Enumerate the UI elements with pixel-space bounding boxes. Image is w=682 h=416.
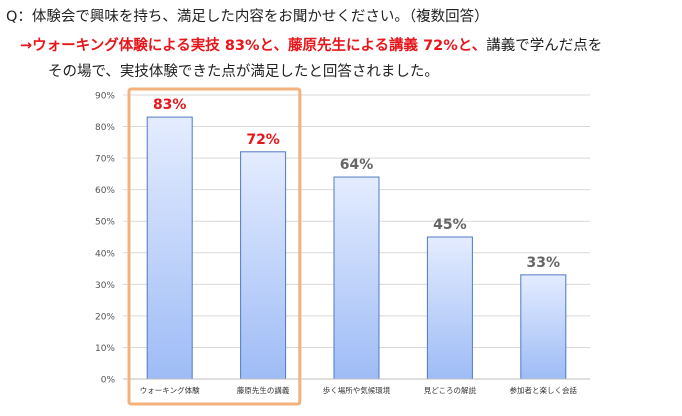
y-tick-label: 50%: [95, 218, 115, 228]
x-tick-label: 歩く場所や気候環境: [323, 385, 391, 395]
x-tick-label: 藤原先生の講義: [237, 385, 290, 395]
answer-line-2: その場で、実技体験できた点が満足したと回答されました。: [48, 64, 439, 80]
highlight-box: [127, 87, 302, 406]
y-tick-label: 30%: [95, 281, 115, 291]
y-tick-label: 40%: [95, 249, 115, 259]
data-label: 64%: [340, 157, 374, 173]
bar: [240, 151, 287, 380]
y-tick-label: 20%: [95, 312, 115, 322]
answer-arrow: →: [20, 38, 33, 54]
y-tick-label: 0%: [101, 376, 116, 386]
data-label: 45%: [433, 217, 467, 233]
answer-text: 講義で学んだ点を: [486, 38, 603, 54]
bar: [333, 176, 380, 380]
answer-line: →ウォーキング体験による実技 83%と、藤原先生による講義 72%と、講義で学ん…: [20, 34, 602, 55]
data-label: 72%: [246, 132, 280, 148]
answer-highlight-lecture: 藤原先生による講義 72%と、: [287, 38, 487, 54]
y-tick-label: 10%: [95, 344, 115, 354]
y-tick-label: 90%: [95, 92, 115, 102]
bar: [146, 116, 193, 380]
x-tick-label: 参加者と楽しく会話: [510, 385, 578, 395]
x-tick-label: ウォーキング体験: [140, 385, 200, 395]
answer-highlight-walking: ウォーキング体験による実技 83%と、: [32, 38, 288, 54]
data-label: 83%: [153, 97, 187, 113]
bar: [520, 274, 567, 380]
y-tick-label: 60%: [95, 186, 115, 196]
question-text: Q：体験会で興味を持ち、満足した内容をお聞かせください。（複数回答）: [6, 9, 489, 25]
data-label: 33%: [527, 255, 561, 271]
x-tick-label: 見どころの解説: [424, 385, 477, 395]
y-tick-label: 70%: [95, 155, 115, 165]
y-tick-label: 80%: [95, 123, 115, 133]
bar: [426, 236, 473, 380]
